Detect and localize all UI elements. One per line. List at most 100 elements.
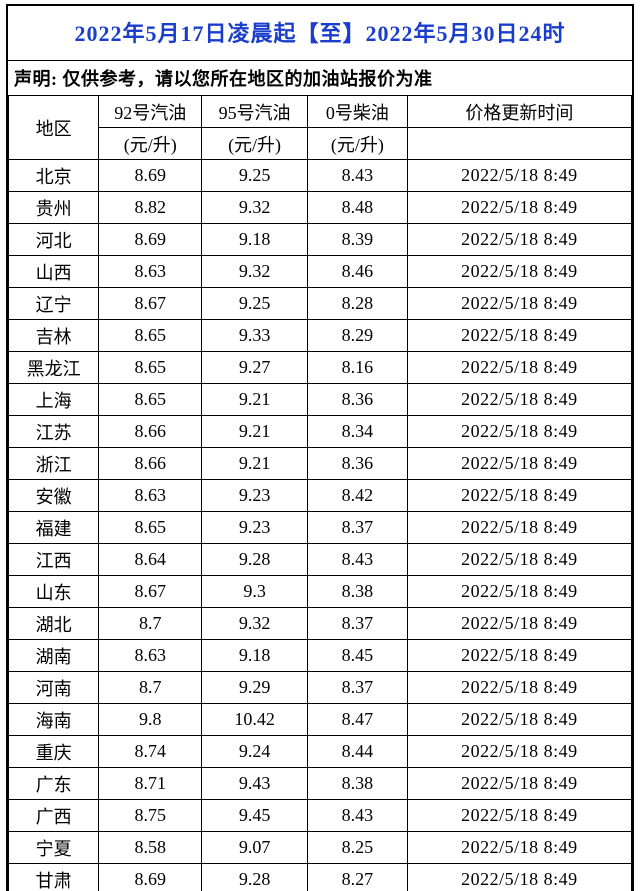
cell-update-time: 2022/5/18 8:49	[407, 448, 631, 480]
cell-g92: 8.66	[99, 448, 202, 480]
table-row: 河北8.699.188.392022/5/18 8:49	[9, 224, 632, 256]
table-row: 河南8.79.298.372022/5/18 8:49	[9, 672, 632, 704]
table-row: 辽宁8.679.258.282022/5/18 8:49	[9, 288, 632, 320]
cell-g0: 8.43	[308, 160, 408, 192]
cell-g92: 8.67	[99, 288, 202, 320]
cell-g95: 9.21	[202, 384, 308, 416]
cell-region: 广东	[9, 768, 99, 800]
cell-region: 广西	[9, 800, 99, 832]
cell-region: 浙江	[9, 448, 99, 480]
cell-region: 重庆	[9, 736, 99, 768]
table-row: 黑龙江8.659.278.162022/5/18 8:49	[9, 352, 632, 384]
cell-g0: 8.43	[308, 544, 408, 576]
cell-g95: 9.23	[202, 512, 308, 544]
cell-g95: 9.24	[202, 736, 308, 768]
cell-update-time: 2022/5/18 8:49	[407, 704, 631, 736]
cell-region: 海南	[9, 704, 99, 736]
table-row: 广西8.759.458.432022/5/18 8:49	[9, 800, 632, 832]
cell-update-time: 2022/5/18 8:49	[407, 640, 631, 672]
date-range-title: 2022年5月17日凌晨起【至】2022年5月30日24时	[74, 21, 565, 46]
table-row: 湖北8.79.328.372022/5/18 8:49	[9, 608, 632, 640]
cell-g0: 8.28	[308, 288, 408, 320]
cell-g0: 8.36	[308, 384, 408, 416]
cell-g95: 9.25	[202, 288, 308, 320]
cell-g0: 8.37	[308, 512, 408, 544]
cell-update-time: 2022/5/18 8:49	[407, 608, 631, 640]
title-row: 2022年5月17日凌晨起【至】2022年5月30日24时	[8, 6, 632, 61]
cell-update-time: 2022/5/18 8:49	[407, 832, 631, 864]
cell-g95: 9.23	[202, 480, 308, 512]
cell-g95: 9.21	[202, 416, 308, 448]
cell-g92: 8.65	[99, 320, 202, 352]
cell-update-time: 2022/5/18 8:49	[407, 512, 631, 544]
table-row: 湖南8.639.188.452022/5/18 8:49	[9, 640, 632, 672]
cell-region: 湖南	[9, 640, 99, 672]
cell-region: 甘肃	[9, 864, 99, 891]
cell-update-time: 2022/5/18 8:49	[407, 736, 631, 768]
cell-update-time: 2022/5/18 8:49	[407, 768, 631, 800]
table-outer-frame: 2022年5月17日凌晨起【至】2022年5月30日24时 声明: 仅供参考，请…	[6, 4, 634, 891]
cell-g0: 8.29	[308, 320, 408, 352]
cell-region: 上海	[9, 384, 99, 416]
cell-region: 江西	[9, 544, 99, 576]
table-row: 安徽8.639.238.422022/5/18 8:49	[9, 480, 632, 512]
cell-g0: 8.37	[308, 608, 408, 640]
cell-g0: 8.38	[308, 576, 408, 608]
cell-g95: 9.28	[202, 864, 308, 891]
cell-g95: 9.33	[202, 320, 308, 352]
cell-g95: 9.29	[202, 672, 308, 704]
cell-g92: 8.65	[99, 352, 202, 384]
cell-g0: 8.38	[308, 768, 408, 800]
cell-g92: 8.75	[99, 800, 202, 832]
cell-g92: 8.69	[99, 224, 202, 256]
cell-g92: 8.66	[99, 416, 202, 448]
cell-region: 辽宁	[9, 288, 99, 320]
cell-g95: 9.32	[202, 256, 308, 288]
cell-update-time: 2022/5/18 8:49	[407, 352, 631, 384]
cell-g95: 9.43	[202, 768, 308, 800]
cell-g92: 8.63	[99, 256, 202, 288]
cell-g0: 8.48	[308, 192, 408, 224]
disclaimer-text: 仅供参考，请以您所在地区的加油站报价为准	[63, 69, 433, 89]
table-row: 广东8.719.438.382022/5/18 8:49	[9, 768, 632, 800]
header-92-top: 92号汽油	[99, 96, 202, 128]
header-update-time: 价格更新时间	[407, 96, 631, 128]
cell-g95: 9.32	[202, 608, 308, 640]
cell-g0: 8.27	[308, 864, 408, 891]
disclaimer-label: 声明:	[14, 69, 58, 89]
cell-g92: 8.69	[99, 160, 202, 192]
cell-g0: 8.46	[308, 256, 408, 288]
cell-update-time: 2022/5/18 8:49	[407, 288, 631, 320]
table-row: 福建8.659.238.372022/5/18 8:49	[9, 512, 632, 544]
table-row: 宁夏8.589.078.252022/5/18 8:49	[9, 832, 632, 864]
table-row: 江苏8.669.218.342022/5/18 8:49	[9, 416, 632, 448]
cell-update-time: 2022/5/18 8:49	[407, 672, 631, 704]
cell-g92: 8.63	[99, 640, 202, 672]
header-0-unit: (元/升)	[308, 128, 408, 160]
cell-update-time: 2022/5/18 8:49	[407, 416, 631, 448]
cell-update-time: 2022/5/18 8:49	[407, 864, 631, 891]
cell-g0: 8.25	[308, 832, 408, 864]
fuel-price-table: 地区 92号汽油 95号汽油 0号柴油 价格更新时间 (元/升) (元/升) (…	[8, 95, 632, 891]
cell-g95: 10.42	[202, 704, 308, 736]
table-row: 甘肃8.699.288.272022/5/18 8:49	[9, 864, 632, 891]
table-row: 贵州8.829.328.482022/5/18 8:49	[9, 192, 632, 224]
cell-region: 北京	[9, 160, 99, 192]
cell-update-time: 2022/5/18 8:49	[407, 384, 631, 416]
cell-g92: 8.67	[99, 576, 202, 608]
table-row: 浙江8.669.218.362022/5/18 8:49	[9, 448, 632, 480]
cell-g92: 8.65	[99, 512, 202, 544]
cell-g92: 9.8	[99, 704, 202, 736]
cell-g92: 8.82	[99, 192, 202, 224]
header-region: 地区	[9, 96, 99, 160]
cell-region: 贵州	[9, 192, 99, 224]
cell-update-time: 2022/5/18 8:49	[407, 160, 631, 192]
page-root: 2022年5月17日凌晨起【至】2022年5月30日24时 声明: 仅供参考，请…	[0, 0, 640, 891]
cell-update-time: 2022/5/18 8:49	[407, 544, 631, 576]
cell-region: 山东	[9, 576, 99, 608]
table-row: 江西8.649.288.432022/5/18 8:49	[9, 544, 632, 576]
table-row: 山东8.679.38.382022/5/18 8:49	[9, 576, 632, 608]
header-95-unit: (元/升)	[202, 128, 308, 160]
cell-region: 河北	[9, 224, 99, 256]
cell-g95: 9.07	[202, 832, 308, 864]
